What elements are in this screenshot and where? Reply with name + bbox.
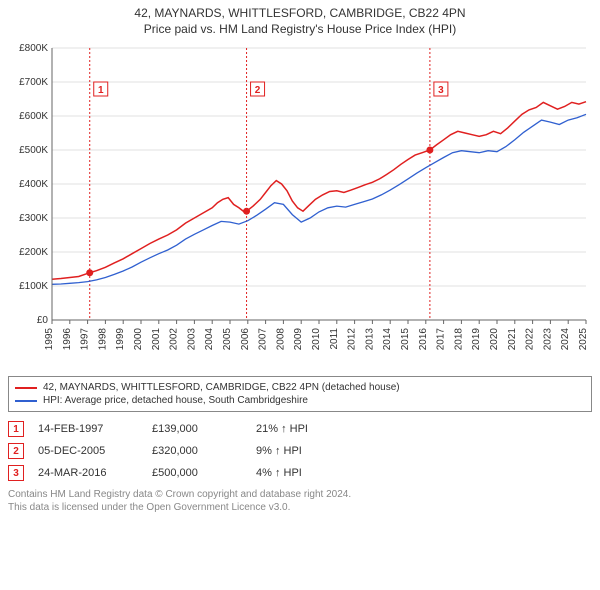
- svg-text:£800K: £800K: [19, 43, 48, 54]
- event-price: £320,000: [152, 445, 242, 457]
- event-price: £139,000: [152, 423, 242, 435]
- event-badge: 3: [8, 465, 24, 481]
- svg-text:2000: 2000: [133, 328, 144, 351]
- legend-row-hpi: HPI: Average price, detached house, Sout…: [15, 394, 585, 407]
- legend-swatch: [15, 400, 37, 402]
- line-chart-svg: £0 £100K £200K £300K £400K £500K £600K £700K £80…: [8, 40, 592, 370]
- svg-text:2016: 2016: [418, 328, 429, 351]
- svg-text:2012: 2012: [347, 328, 358, 351]
- svg-text:2001: 2001: [151, 328, 162, 351]
- legend-swatch: [15, 387, 37, 389]
- event-row-2: 2 05-DEC-2005 £320,000 9% ↑ HPI: [8, 440, 592, 462]
- svg-text:1996: 1996: [62, 328, 73, 351]
- footer-attribution: Contains HM Land Registry data © Crown c…: [8, 488, 592, 514]
- legend: 42, MAYNARDS, WHITTLESFORD, CAMBRIDGE, C…: [8, 376, 592, 412]
- svg-text:2019: 2019: [471, 328, 482, 351]
- event-pct: 4% ↑ HPI: [256, 467, 366, 479]
- svg-text:1: 1: [98, 85, 104, 96]
- svg-text:2025: 2025: [578, 328, 589, 351]
- svg-text:2007: 2007: [258, 328, 269, 351]
- event-date: 05-DEC-2005: [38, 445, 138, 457]
- svg-text:1998: 1998: [97, 328, 108, 351]
- svg-text:£100K: £100K: [19, 281, 48, 292]
- svg-text:2005: 2005: [222, 328, 233, 351]
- svg-text:2022: 2022: [525, 328, 536, 351]
- svg-text:2015: 2015: [400, 328, 411, 351]
- svg-text:1997: 1997: [80, 328, 91, 351]
- chart-area: £0 £100K £200K £300K £400K £500K £600K £700K £80…: [8, 40, 592, 370]
- title-line-2: Price paid vs. HM Land Registry's House …: [8, 22, 592, 36]
- svg-text:£600K: £600K: [19, 111, 48, 122]
- event-row-3: 3 24-MAR-2016 £500,000 4% ↑ HPI: [8, 462, 592, 484]
- event-table: 1 14-FEB-1997 £139,000 21% ↑ HPI 2 05-DEC-200…: [8, 418, 592, 484]
- svg-text:1995: 1995: [44, 328, 55, 351]
- svg-text:2008: 2008: [275, 328, 286, 351]
- svg-text:2020: 2020: [489, 328, 500, 351]
- svg-text:2024: 2024: [560, 328, 571, 351]
- svg-text:2006: 2006: [240, 328, 251, 351]
- footer-line-1: Contains HM Land Registry data © Crown c…: [8, 488, 592, 501]
- legend-label: 42, MAYNARDS, WHITTLESFORD, CAMBRIDGE, C…: [43, 382, 400, 393]
- svg-text:2003: 2003: [186, 328, 197, 351]
- svg-text:3: 3: [438, 85, 444, 96]
- svg-text:£700K: £700K: [19, 77, 48, 88]
- footer-line-2: This data is licensed under the Open Gov…: [8, 501, 592, 514]
- title-line-1: 42, MAYNARDS, WHITTLESFORD, CAMBRIDGE, C…: [8, 6, 592, 20]
- event-date: 24-MAR-2016: [38, 467, 138, 479]
- chart-titles: 42, MAYNARDS, WHITTLESFORD, CAMBRIDGE, C…: [8, 6, 592, 36]
- svg-text:2023: 2023: [542, 328, 553, 351]
- event-pct: 21% ↑ HPI: [256, 423, 366, 435]
- svg-text:2: 2: [255, 85, 261, 96]
- chart-container: { "titles": { "line1": "42, MAYNARDS, WH…: [0, 0, 600, 520]
- svg-text:2017: 2017: [436, 328, 447, 351]
- svg-text:2013: 2013: [364, 328, 375, 351]
- svg-text:2014: 2014: [382, 328, 393, 351]
- svg-text:1999: 1999: [115, 328, 126, 351]
- svg-text:2010: 2010: [311, 328, 322, 351]
- svg-text:2018: 2018: [453, 328, 464, 351]
- svg-text:£500K: £500K: [19, 145, 48, 156]
- svg-text:2009: 2009: [293, 328, 304, 351]
- svg-text:£400K: £400K: [19, 179, 48, 190]
- event-price: £500,000: [152, 467, 242, 479]
- svg-text:£300K: £300K: [19, 213, 48, 224]
- legend-label: HPI: Average price, detached house, Sout…: [43, 395, 308, 406]
- svg-text:£200K: £200K: [19, 247, 48, 258]
- legend-row-property: 42, MAYNARDS, WHITTLESFORD, CAMBRIDGE, C…: [15, 381, 585, 394]
- svg-text:2021: 2021: [507, 328, 518, 351]
- svg-text:2011: 2011: [329, 328, 340, 350]
- event-badge: 2: [8, 443, 24, 459]
- event-row-1: 1 14-FEB-1997 £139,000 21% ↑ HPI: [8, 418, 592, 440]
- event-date: 14-FEB-1997: [38, 423, 138, 435]
- svg-text:£0: £0: [37, 315, 49, 326]
- svg-text:2004: 2004: [204, 328, 215, 351]
- event-pct: 9% ↑ HPI: [256, 445, 366, 457]
- svg-text:2002: 2002: [169, 328, 180, 351]
- event-badge: 1: [8, 421, 24, 437]
